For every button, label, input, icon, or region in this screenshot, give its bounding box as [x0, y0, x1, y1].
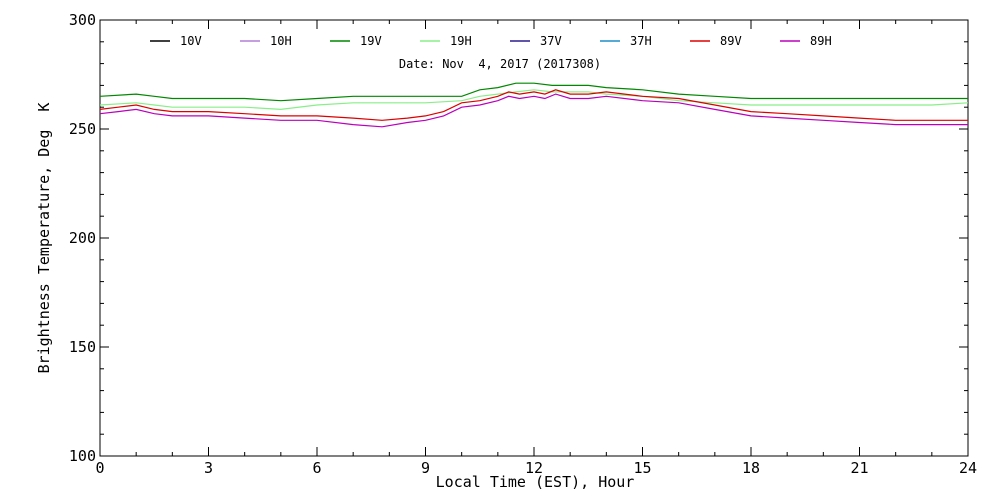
chart-title: Date: Nov 4, 2017 (2017308)	[399, 57, 601, 71]
y-tick-label: 150	[69, 338, 96, 356]
plot-frame	[99, 19, 969, 457]
legend-label: 37V	[540, 34, 562, 48]
x-tick-label: 6	[312, 459, 321, 477]
y-tick-label: 200	[69, 229, 96, 247]
legend-label: 89V	[720, 34, 742, 48]
series-line-19h	[99, 89, 969, 111]
legend-label: 19H	[450, 34, 472, 48]
series-line-89v	[99, 89, 968, 121]
x-tick-label: 3	[204, 459, 213, 477]
series-line-89h	[99, 93, 968, 128]
y-tick-label: 300	[69, 11, 96, 29]
axes: 0 3 6 9 12 15 18 21 24 100 150 200 250 300	[69, 11, 977, 477]
series-group	[99, 82, 969, 128]
legend-label: 10V	[180, 34, 202, 48]
legend: 10V 10H 19V 19H 37V 37H 89V 89H	[150, 34, 832, 48]
series-line-19v	[99, 82, 968, 102]
x-tick-label: 18	[742, 459, 760, 477]
x-tick-label: 21	[850, 459, 868, 477]
y-tick-label: 250	[69, 120, 96, 138]
y-axis-title: Brightness Temperature, Deg K	[35, 103, 53, 374]
x-tick-label: 24	[959, 459, 977, 477]
x-tick-label: 12	[525, 459, 543, 477]
legend-label: 89H	[810, 34, 832, 48]
legend-label: 19V	[360, 34, 382, 48]
x-tick-label: 9	[421, 459, 430, 477]
x-tick-label: 0	[95, 459, 104, 477]
x-axis-title: Local Time (EST), Hour	[436, 473, 635, 491]
legend-label: 37H	[630, 34, 652, 48]
legend-label: 10H	[270, 34, 292, 48]
x-tick-label: 15	[633, 459, 651, 477]
y-tick-label: 100	[69, 447, 96, 465]
